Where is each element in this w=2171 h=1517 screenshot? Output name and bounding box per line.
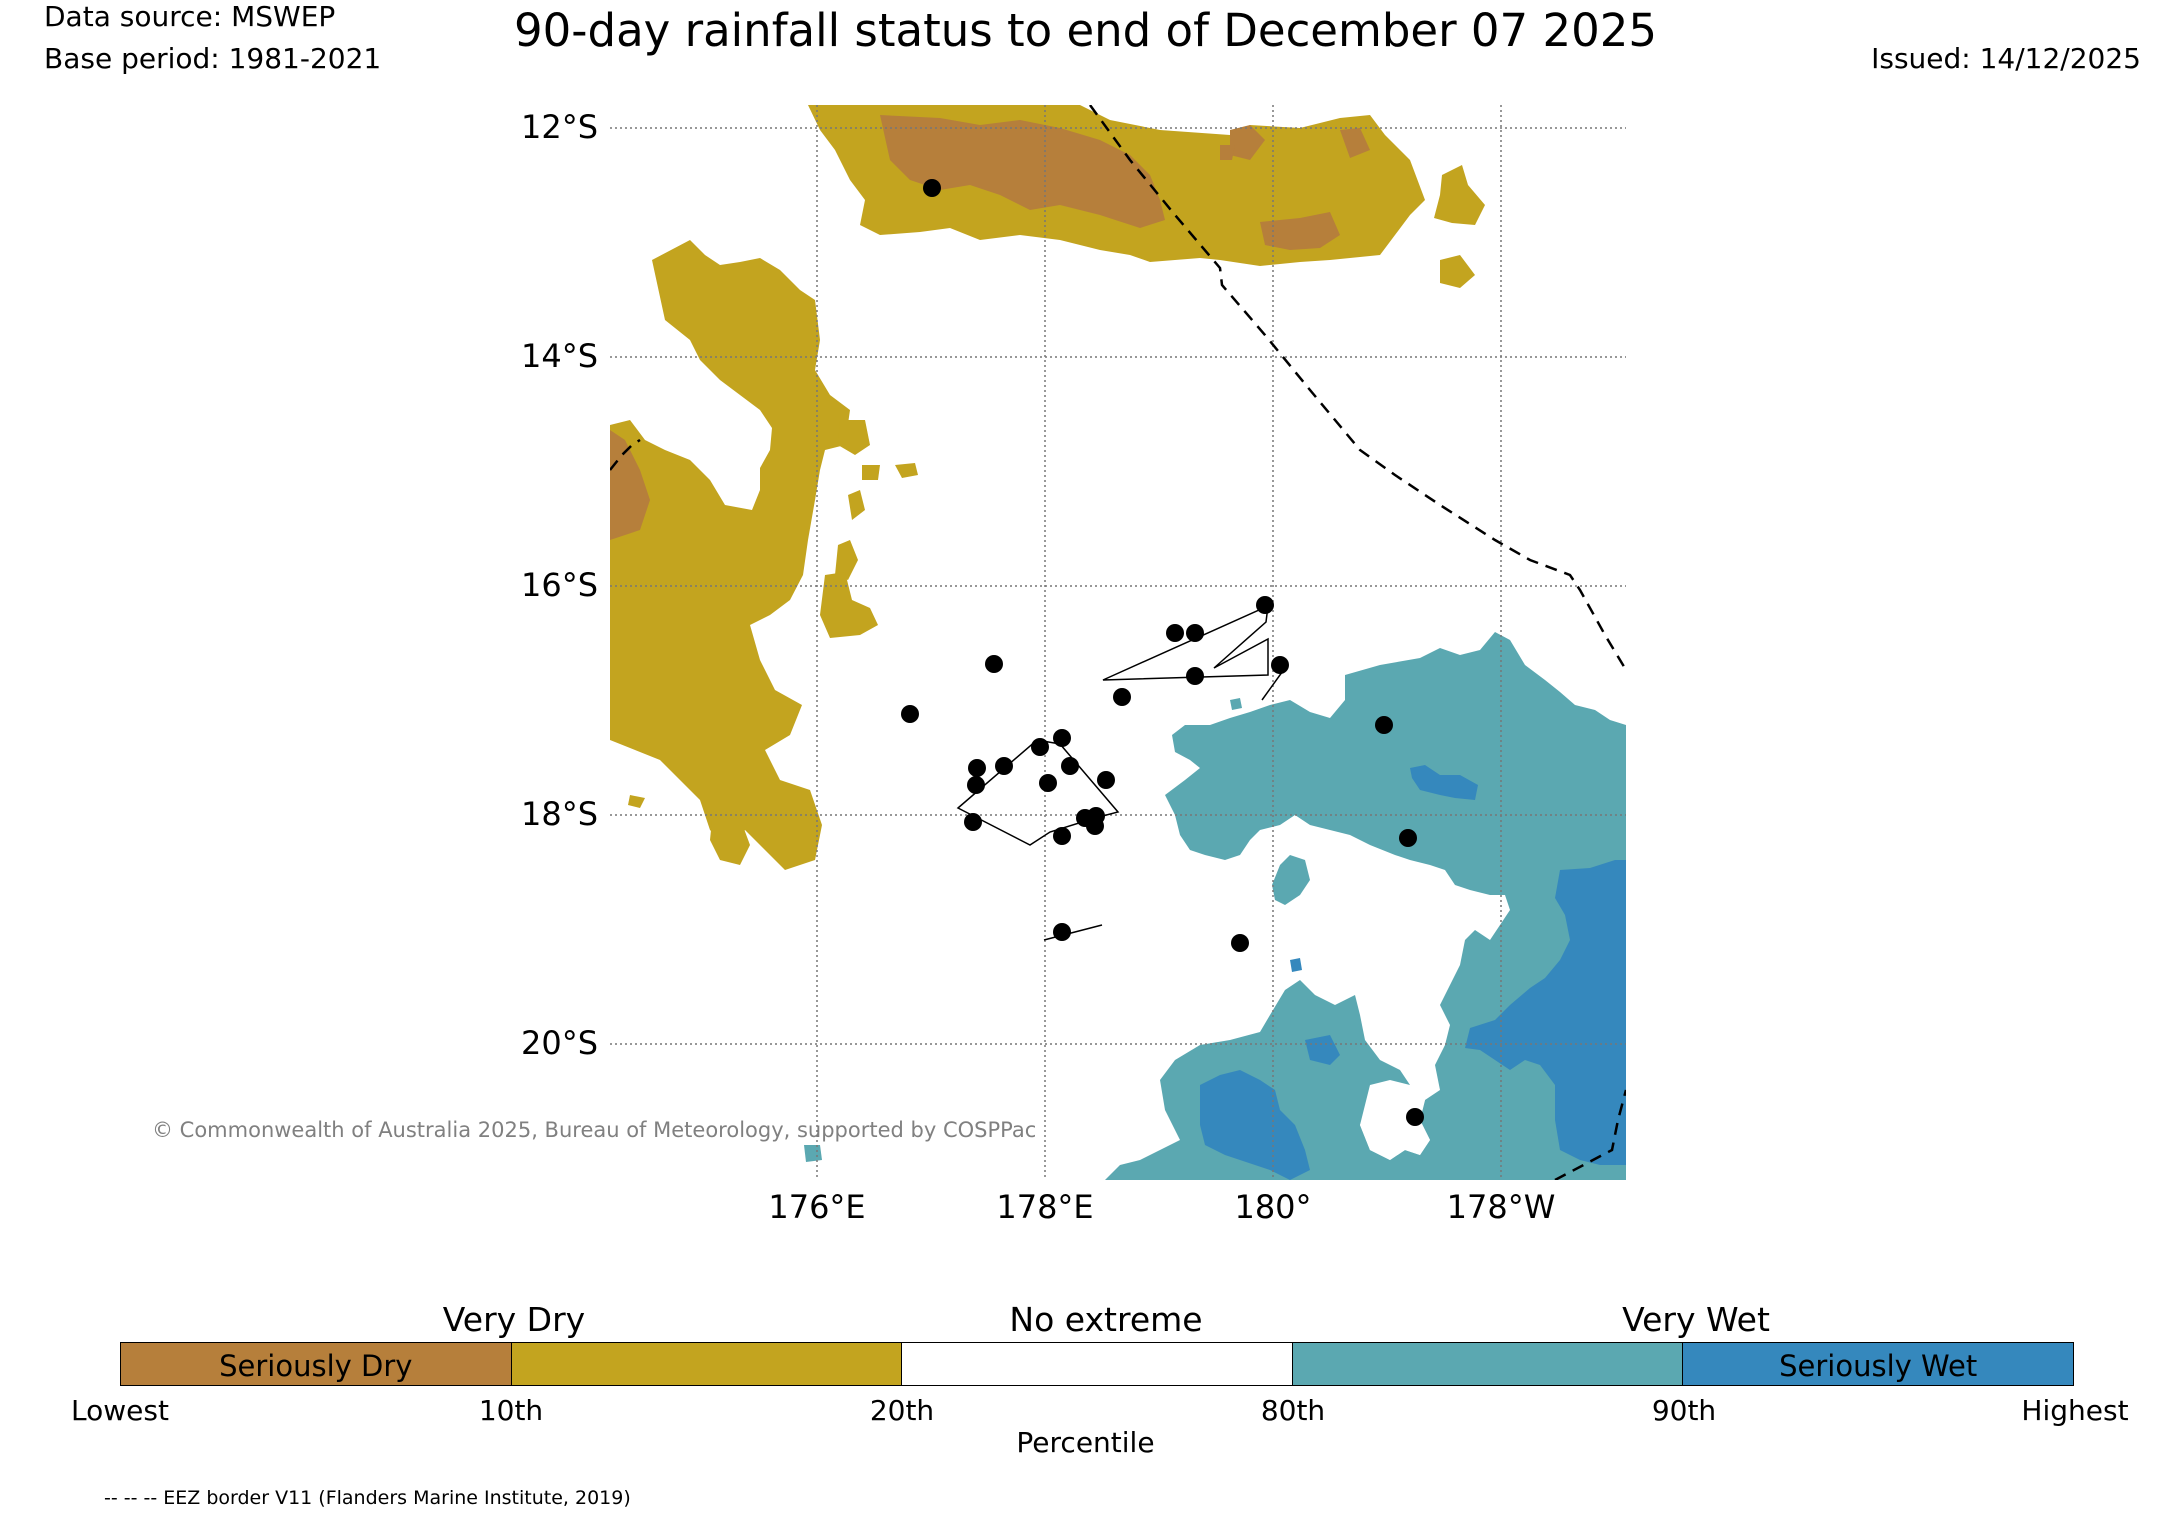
lat-label-16s: 16°S: [520, 566, 598, 604]
legend-segment-label-seriously-dry: Seriously Dry: [219, 1349, 413, 1383]
legend-tick-80th: 80th: [1260, 1394, 1326, 1427]
legend-tick-highest: Highest: [2021, 1394, 2129, 1427]
lat-label-12s: 12°S: [520, 108, 598, 146]
lon-label-176e: 176°E: [768, 1188, 866, 1226]
rainfall-status-map: [610, 105, 1626, 1180]
base-period-label: Base period: 1981-2021: [44, 42, 382, 75]
page-title: 90-day rainfall status to end of Decembe…: [514, 4, 1657, 57]
eez-border: [610, 105, 1626, 1180]
issued-date-label: Issued: 14/12/2025: [1871, 42, 2141, 75]
no-extreme-patch: [1360, 1080, 1430, 1160]
lon-label-178w: 178°W: [1446, 1188, 1556, 1226]
copyright-notice: © Commonwealth of Australia 2025, Bureau…: [152, 1118, 1037, 1142]
lon-label-178e: 178°E: [996, 1188, 1094, 1226]
lat-label-14s: 14°S: [520, 337, 598, 375]
map-gridlines: [610, 105, 1626, 1180]
legend-tick-lowest: Lowest: [71, 1394, 169, 1427]
legend-tick-90th: 90th: [1651, 1394, 1717, 1427]
seriously-dry-region: [610, 115, 1370, 540]
legend-segment-label-seriously-wet: Seriously Wet: [1779, 1349, 1978, 1383]
eez-border-footnote: -- -- -- EEZ border V11 (Flanders Marine…: [104, 1487, 631, 1509]
legend-header-no-extreme: No extreme: [1009, 1300, 1203, 1339]
legend-colorbar: Seriously Dry Seriously Wet: [120, 1342, 2074, 1386]
legend-tick-20th: 20th: [869, 1394, 935, 1427]
legend-axis-label: Percentile: [1016, 1426, 1155, 1459]
data-source-label: Data source: MSWEP: [44, 0, 336, 33]
legend-tick-10th: 10th: [478, 1394, 544, 1427]
lat-label-20s: 20°S: [520, 1024, 598, 1062]
legend-segment-seriously-dry: Seriously Dry: [121, 1343, 512, 1385]
legend-header-very-dry: Very Dry: [442, 1300, 586, 1339]
legend-segment-very-dry: [511, 1343, 903, 1385]
legend-segment-very-wet: [1292, 1343, 1684, 1385]
legend-header-very-wet: Very Wet: [1622, 1300, 1770, 1339]
lon-label-180: 180°: [1234, 1188, 1312, 1226]
legend-segment-no-extreme: [902, 1343, 1293, 1385]
lat-label-18s: 18°S: [520, 795, 598, 833]
legend-segment-seriously-wet: Seriously Wet: [1683, 1343, 2073, 1385]
station-markers: [901, 179, 1424, 1126]
seriously-wet-region: [1200, 765, 1626, 1180]
